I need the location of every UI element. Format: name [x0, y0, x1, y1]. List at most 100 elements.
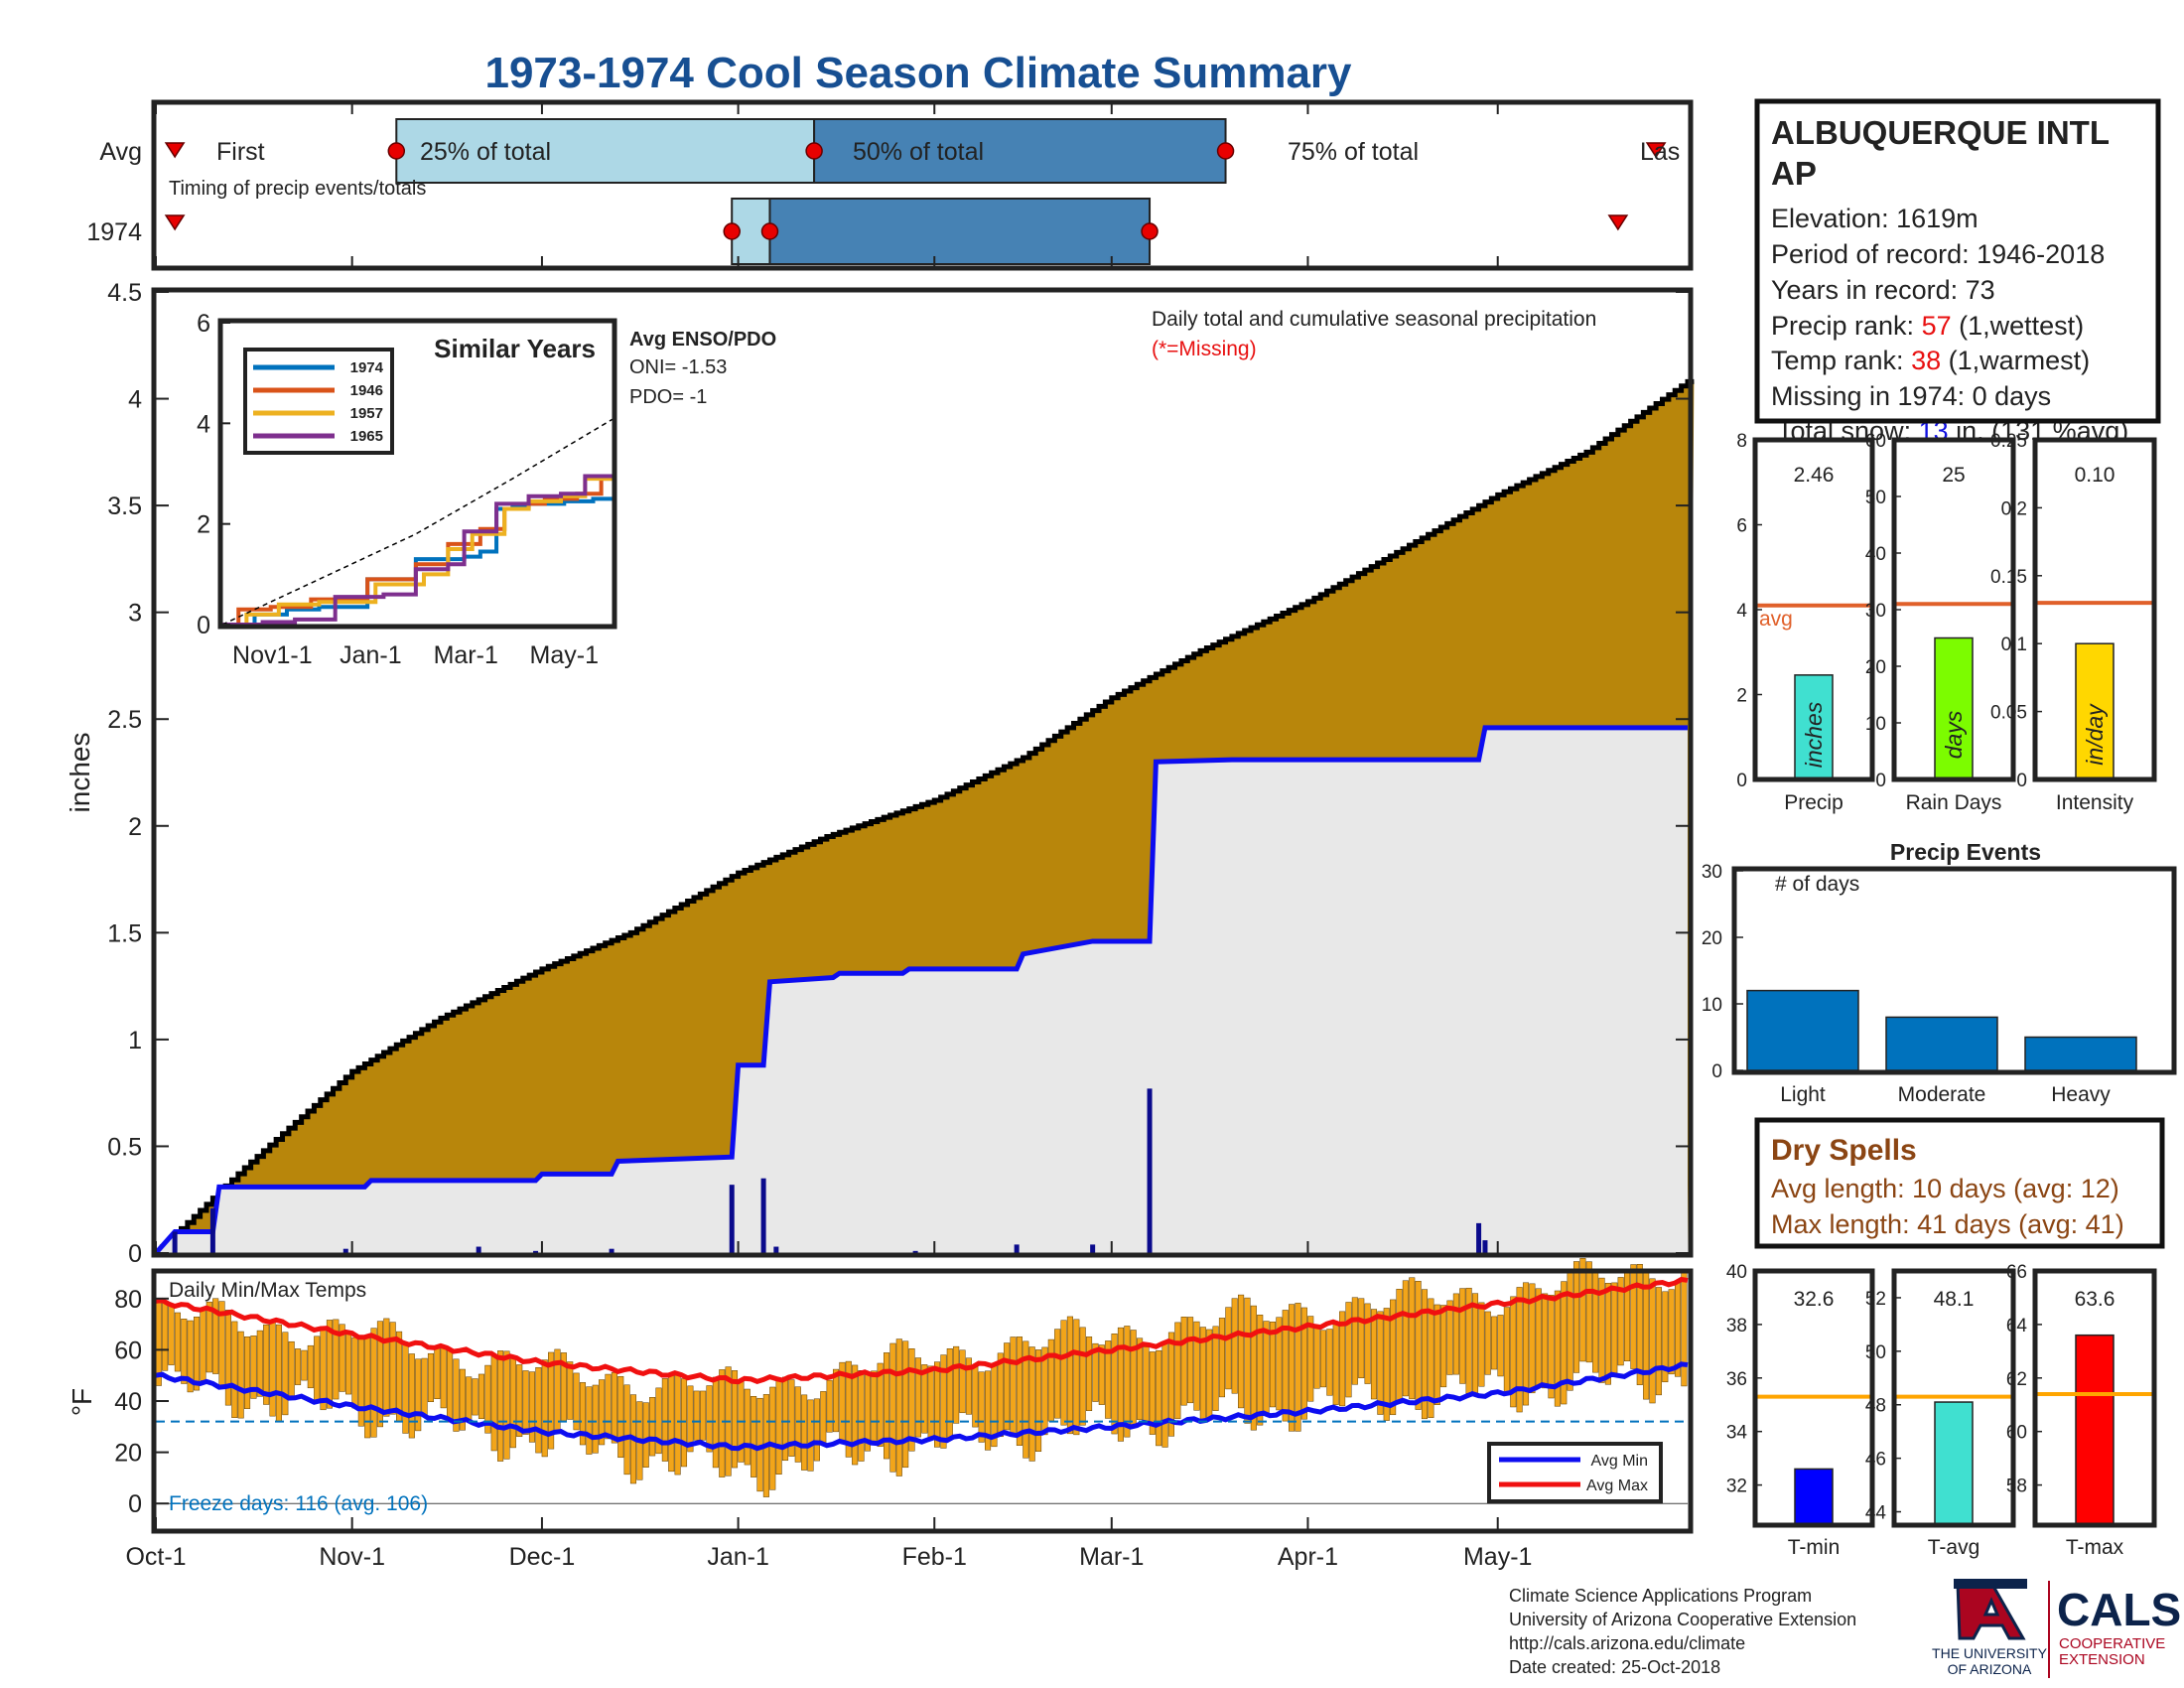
daily-temp-bar — [370, 1328, 377, 1438]
daily-temp-bar — [1004, 1342, 1011, 1431]
inset-legend-label: 1957 — [350, 405, 383, 422]
mini-ytick-label: 66 — [2006, 1262, 2027, 1283]
daily-temp-bar — [940, 1354, 947, 1449]
daily-temp-bar — [1047, 1338, 1054, 1422]
daily-temp-bar — [1156, 1349, 1162, 1447]
daily-temp-bar — [1263, 1321, 1270, 1415]
timing-triangle-0-0 — [164, 142, 186, 159]
mini-value-label: 25 — [1942, 464, 1965, 487]
daily-temp-bar — [1548, 1295, 1555, 1399]
daily-temp-bar — [592, 1384, 599, 1454]
station-years: Years in record: 73 — [1771, 275, 1995, 305]
daily-temp-bar — [1345, 1302, 1352, 1398]
daily-temp-bar — [1402, 1280, 1409, 1397]
daily-temp-bar — [1554, 1290, 1561, 1407]
mini-category-label: Intensity — [2056, 791, 2134, 814]
daily-temp-bar — [509, 1356, 516, 1449]
daily-temp-bar — [1510, 1296, 1517, 1408]
daily-temp-bar — [617, 1375, 624, 1459]
daily-temp-bar — [985, 1370, 992, 1451]
daily-temp-bar — [599, 1379, 606, 1446]
mini-ytick-label: 46 — [1865, 1450, 1886, 1471]
svg-text:EXTENSION: EXTENSION — [2059, 1651, 2145, 1668]
mini-value-label: 48.1 — [1934, 1288, 1975, 1311]
daily-temp-bar — [1433, 1304, 1440, 1406]
daily-temp-bar — [1098, 1344, 1105, 1405]
daily-temp-bar — [1332, 1322, 1339, 1405]
mini-ytick-label: 0 — [1736, 771, 1747, 791]
avg-max-line — [155, 1276, 1689, 1385]
temp-ytick-label: 60 — [114, 1336, 142, 1364]
daily-temp-bar — [1440, 1305, 1447, 1388]
daily-temp-bar — [883, 1352, 890, 1460]
daily-temp-bar — [1276, 1317, 1283, 1411]
event-bar-light — [1746, 989, 1859, 1071]
daily-temp-bar — [895, 1338, 902, 1477]
mini-bar-intensity — [2075, 642, 2115, 780]
daily-temp-bar — [769, 1386, 776, 1490]
mini-ytick-label: 64 — [2006, 1316, 2028, 1336]
station-elevation: Elevation: 1619m — [1771, 204, 1979, 233]
daily-temp-bar — [339, 1324, 345, 1392]
daily-temp-bar — [1193, 1321, 1200, 1411]
daily-temp-bar — [548, 1351, 555, 1450]
daily-temp-bar — [573, 1372, 580, 1431]
footer: Climate Science Applications Program Uni… — [1509, 1579, 2181, 1678]
precip-ytick-label: 3 — [128, 600, 142, 628]
label-first: First — [216, 138, 265, 166]
mini-ytick-label: 50 — [1865, 1342, 1886, 1363]
daily-temp-bar — [661, 1378, 668, 1462]
daily-temp-bar — [687, 1385, 694, 1453]
x-tick-label: May-1 — [1463, 1543, 1532, 1571]
inset-legend-label: 1965 — [350, 428, 383, 445]
daily-temp-bar — [858, 1370, 865, 1462]
temp-ytick-label: 40 — [114, 1388, 142, 1416]
cals-logo: CALS COOPERATIVE EXTENSION — [2057, 1584, 2181, 1668]
daily-temp-bar — [497, 1350, 504, 1462]
mini-ytick-label: 2 — [1736, 686, 1747, 707]
daily-temp-bar — [256, 1330, 263, 1397]
daily-temp-bar — [927, 1365, 934, 1440]
similar-year-line-1965 — [222, 474, 616, 627]
precip-y-label: inches — [65, 733, 95, 813]
timing-marker-0-0 — [387, 142, 406, 160]
daily-temp-bar — [1630, 1264, 1637, 1369]
daily-temp-bar — [1174, 1322, 1181, 1420]
precip-ytick-label: 4 — [128, 386, 142, 414]
daily-temp-bar — [1390, 1299, 1397, 1416]
daily-temp-bar — [478, 1373, 485, 1419]
avg-line-label: avg — [1759, 608, 1793, 631]
mini-category-label: Rain Days — [1906, 791, 2002, 814]
daily-temp-bar — [383, 1318, 390, 1417]
timing-marker-1-2 — [1141, 222, 1159, 240]
station-temp-rank: Temp rank: 38 (1,warmest) — [1771, 346, 2090, 375]
daily-temp-bar — [212, 1298, 219, 1374]
mini-ytick-label: 0 — [1875, 771, 1886, 791]
mini-bar-tavg — [1934, 1401, 1974, 1526]
mini-ytick-label: 34 — [1726, 1423, 1748, 1444]
daily-temp-bar — [649, 1397, 656, 1457]
daily-temp-bar — [1124, 1326, 1131, 1438]
timing-panel: Avg 1974 Timing of precip events/totals … — [86, 99, 1694, 271]
university-of-arizona-logo: THE UNIVERSITY OF ARIZONA — [1932, 1579, 2048, 1677]
label-p25: 25% of total — [420, 138, 551, 166]
daily-temp-bar — [453, 1358, 460, 1432]
daily-temp-bar — [1364, 1303, 1371, 1384]
precip-missing-note: (*=Missing) — [1152, 338, 1257, 360]
svg-text:CALS: CALS — [2057, 1584, 2181, 1635]
timing-marker-0-2 — [1216, 142, 1235, 160]
station-name-2: AP — [1771, 155, 1817, 192]
mini-ytick-label: 40 — [1726, 1262, 1747, 1283]
daily-temp-bar — [1060, 1320, 1067, 1426]
daily-temp-bar — [484, 1364, 491, 1434]
daily-precip-bar — [729, 1185, 735, 1253]
daily-temp-bar — [586, 1386, 593, 1455]
daily-temp-bar — [224, 1310, 231, 1406]
daily-temp-bar — [693, 1390, 700, 1441]
footer-link[interactable]: http://cals.arizona.edu/climate — [1509, 1633, 1745, 1653]
precip-ytick-label: 1 — [128, 1027, 142, 1055]
daily-temp-bar — [1516, 1287, 1523, 1413]
daily-temp-bar — [1383, 1308, 1390, 1421]
daily-temp-bar — [1117, 1327, 1124, 1442]
daily-temp-bar — [320, 1326, 327, 1411]
